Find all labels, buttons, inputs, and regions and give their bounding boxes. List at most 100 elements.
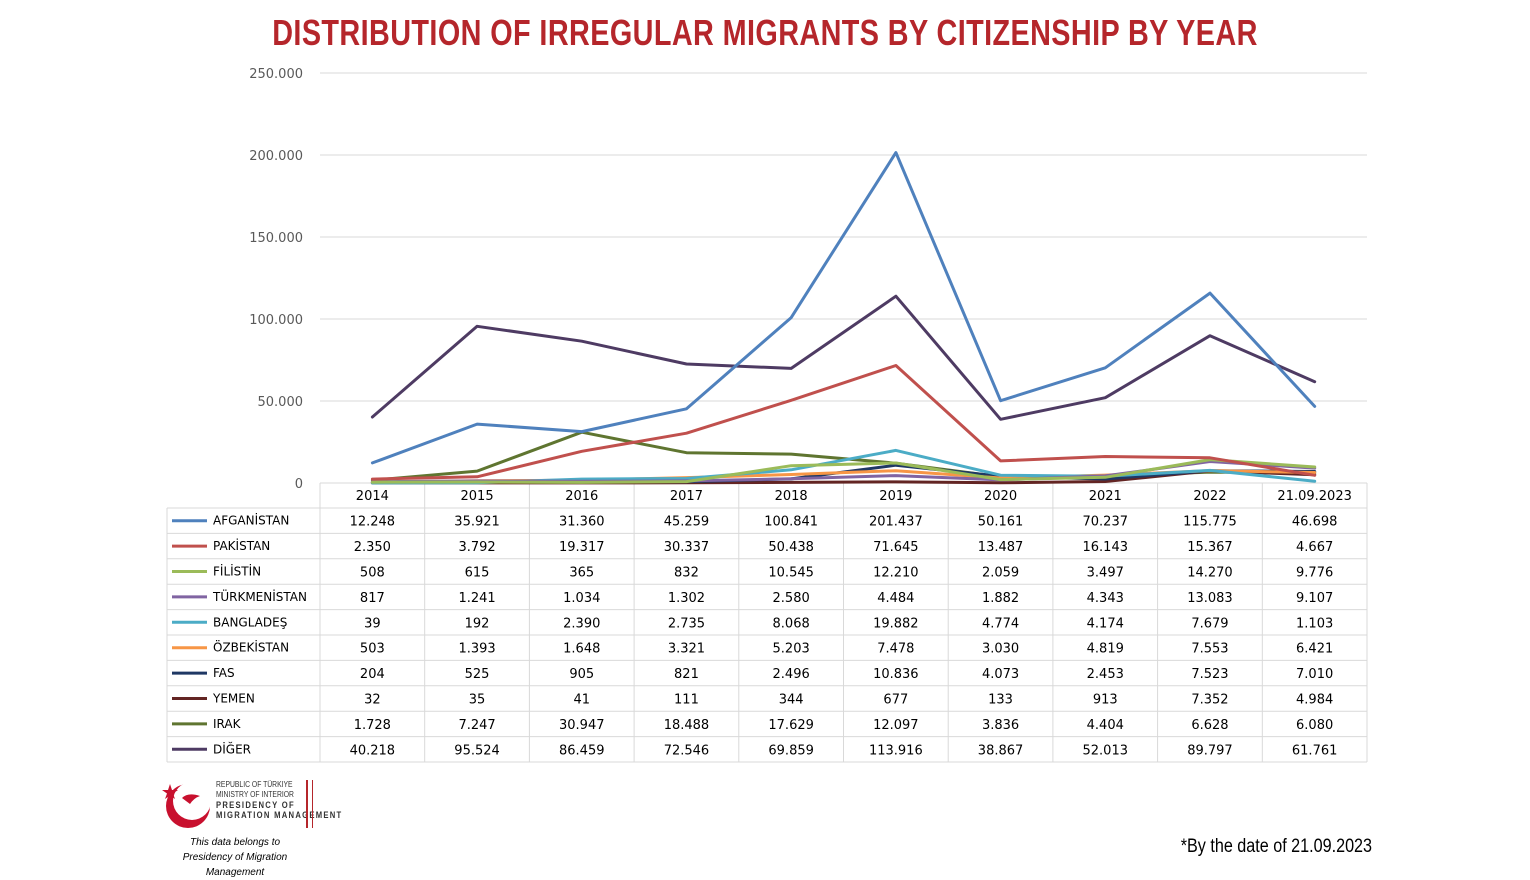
data-cell: 2.350 xyxy=(354,540,391,555)
data-cell: 35 xyxy=(469,693,486,708)
logo-line-4: MIGRATION MANAGEMENT xyxy=(216,810,343,820)
data-cell: 40.218 xyxy=(350,743,396,758)
category-label: 2018 xyxy=(775,489,808,504)
data-cell: 61.761 xyxy=(1292,743,1338,758)
data-cell: 1.882 xyxy=(982,591,1019,606)
footnote: *By the date of 21.09.2023 xyxy=(1180,836,1372,857)
data-cell: 133 xyxy=(988,693,1013,708)
y-tick-label: 250.000 xyxy=(249,67,303,82)
y-tick-label: 0 xyxy=(295,477,303,492)
source-note-line-2: Presidency of Migration Management xyxy=(182,852,288,878)
data-cell: 3.321 xyxy=(668,642,705,657)
data-cell: 10.836 xyxy=(873,667,919,682)
data-cell: 2.735 xyxy=(668,616,705,631)
data-cell: 503 xyxy=(360,642,385,657)
legend-label: FAS xyxy=(213,666,235,680)
data-cell: 2.390 xyxy=(563,616,600,631)
series-line xyxy=(370,458,1317,484)
data-cell: 15.367 xyxy=(1187,540,1233,555)
data-cell: 3.836 xyxy=(982,718,1019,733)
data-cell: 13.083 xyxy=(1187,591,1233,606)
data-cell: 13.487 xyxy=(978,540,1024,555)
data-cell: 2.496 xyxy=(773,667,810,682)
data-cell: 4.984 xyxy=(1296,693,1333,708)
data-cell: 50.438 xyxy=(768,540,814,555)
category-label: 2017 xyxy=(670,489,703,504)
data-cell: 7.247 xyxy=(458,718,495,733)
data-cell: 86.459 xyxy=(559,743,605,758)
data-cell: 113.916 xyxy=(869,743,923,758)
data-cell: 817 xyxy=(360,591,385,606)
data-cell: 10.545 xyxy=(768,566,814,581)
logo-line-1: REPUBLIC OF TÜRKIYE xyxy=(216,780,293,789)
data-cell: 832 xyxy=(674,566,699,581)
data-cell: 821 xyxy=(674,667,699,682)
legend-label: DİĞER xyxy=(213,741,251,756)
data-cell: 41 xyxy=(573,693,590,708)
data-cell: 4.484 xyxy=(877,591,914,606)
data-cell: 8.068 xyxy=(773,616,810,631)
data-cell: 4.174 xyxy=(1087,616,1124,631)
crescent-star-emblem-icon xyxy=(162,782,211,828)
data-cell: 46.698 xyxy=(1292,515,1338,530)
presidency-logo: REPUBLIC OF TÜRKIYE MINISTRY OF INTERIOR… xyxy=(160,778,341,868)
legend-label: BANGLADEŞ xyxy=(213,615,287,629)
data-cell: 2.453 xyxy=(1087,667,1124,682)
data-cell: 52.013 xyxy=(1083,743,1129,758)
category-label: 21.09.2023 xyxy=(1277,489,1351,504)
data-cell: 6.421 xyxy=(1296,642,1333,657)
data-cell: 100.841 xyxy=(764,515,818,530)
data-cell: 31.360 xyxy=(559,515,605,530)
data-cell: 6.080 xyxy=(1296,718,1333,733)
data-cell: 30.947 xyxy=(559,718,605,733)
data-cell: 17.629 xyxy=(768,718,814,733)
y-tick-label: 100.000 xyxy=(249,313,303,328)
category-label: 2022 xyxy=(1193,489,1226,504)
data-cell: 1.648 xyxy=(563,642,600,657)
data-cell: 32 xyxy=(364,693,381,708)
series-line xyxy=(370,294,1317,421)
data-cell: 12.248 xyxy=(350,515,396,530)
data-cell: 14.270 xyxy=(1187,566,1233,581)
data-cell: 115.775 xyxy=(1183,515,1237,530)
data-cell: 45.259 xyxy=(664,515,710,530)
data-cell: 50.161 xyxy=(978,515,1024,530)
data-cell: 365 xyxy=(569,566,594,581)
data-cell: 4.774 xyxy=(982,616,1019,631)
data-cell: 4.667 xyxy=(1296,540,1333,555)
data-cell: 6.628 xyxy=(1191,718,1228,733)
data-cell: 72.546 xyxy=(664,743,710,758)
data-cell: 19.317 xyxy=(559,540,605,555)
data-cell: 30.337 xyxy=(664,540,710,555)
category-label: 2014 xyxy=(356,489,389,504)
logo-line-3: PRESIDENCY OF xyxy=(216,800,295,810)
category-label: 2020 xyxy=(984,489,1017,504)
legend-label: AFGANİSTAN xyxy=(213,513,289,528)
data-cell: 508 xyxy=(360,566,385,581)
legend-label: TÜRKMENİSTAN xyxy=(212,588,307,604)
data-cell: 1.103 xyxy=(1296,616,1333,631)
source-note-line-1: This data belongs to xyxy=(189,837,281,848)
data-cell: 204 xyxy=(360,667,385,682)
data-cell: 7.478 xyxy=(877,642,914,657)
legend-label: IRAK xyxy=(213,717,242,731)
category-label: 2019 xyxy=(879,489,912,504)
logo-divider xyxy=(306,780,313,828)
data-cell: 2.059 xyxy=(982,566,1019,581)
y-tick-label: 50.000 xyxy=(258,395,304,410)
data-cell: 4.073 xyxy=(982,667,1019,682)
data-cell: 9.107 xyxy=(1296,591,1333,606)
data-cell: 19.882 xyxy=(873,616,919,631)
data-cell: 35.921 xyxy=(454,515,500,530)
legend-label: ÖZBEKİSTAN xyxy=(213,639,289,655)
logo-text: REPUBLIC OF TÜRKIYE MINISTRY OF INTERIOR… xyxy=(216,780,343,820)
data-cell: 71.645 xyxy=(873,540,919,555)
category-label: 2021 xyxy=(1089,489,1122,504)
data-cell: 7.553 xyxy=(1191,642,1228,657)
data-cell: 525 xyxy=(465,667,490,682)
data-cell: 7.010 xyxy=(1296,667,1333,682)
legend-label: PAKİSTAN xyxy=(213,538,270,553)
data-cell: 16.143 xyxy=(1083,540,1129,555)
data-cell: 344 xyxy=(779,693,804,708)
